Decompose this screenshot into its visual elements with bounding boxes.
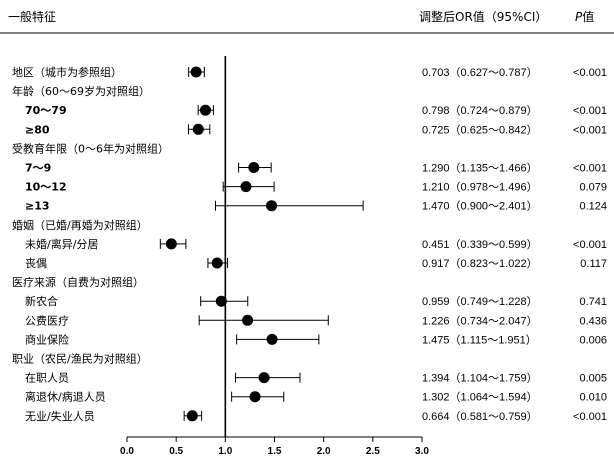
group-header-row: 职业（农民/渔民为对照组）: [12, 352, 148, 366]
x-tick-label: 1.5: [268, 446, 282, 457]
or-ci-value: 0.451（0.339～0.599）: [422, 238, 538, 251]
forest-row: 地区（城市为参照组） 0.703（0.627～0.787） <0.001: [12, 65, 607, 79]
p-value: 0.005: [579, 373, 607, 385]
row-label: 商业保险: [25, 332, 69, 346]
or-ci-value: 1.470（0.900～2.401）: [422, 200, 538, 213]
group-header-row: 年龄（60～69岁为对照组）: [12, 84, 150, 98]
or-point: [199, 104, 211, 116]
forest-row: 7～9 1.290（1.135～1.466） <0.001: [25, 162, 607, 175]
p-value: 0.006: [579, 334, 607, 346]
row-label: 地区（城市为参照组）: [12, 65, 122, 79]
forest-row: 丧偶 0.917（0.823～1.022） 0.117: [25, 257, 607, 270]
or-ci-value: 0.798（0.724～0.879）: [422, 104, 538, 117]
or-ci-value: 1.290（1.135～1.466）: [422, 162, 538, 175]
group-header-label: 受教育年限（0～6年为对照组）: [12, 141, 169, 155]
or-point: [215, 295, 227, 307]
row-label: 离退休/病退人员: [25, 390, 106, 404]
or-point: [190, 66, 202, 78]
or-ci-value: 1.302（1.064～1.594）: [422, 391, 538, 404]
header-or-ci: 调整后OR值（95%CI）: [419, 9, 547, 24]
forest-rows: 地区（城市为参照组） 0.703（0.627～0.787） <0.001 年龄（60～…: [12, 65, 607, 423]
or-ci-value: 0.725（0.625～0.842）: [422, 123, 538, 136]
or-point: [211, 257, 223, 269]
forest-row: ≥80 0.725（0.625～0.842） <0.001: [25, 123, 607, 136]
forest-row: 无业/失业人员 0.664（0.581～0.759） <0.001: [25, 410, 607, 423]
group-header-row: 受教育年限（0～6年为对照组）: [12, 141, 169, 155]
row-label: ≥13: [25, 200, 50, 213]
forest-row: 未婚/离异/分居 0.451（0.339～0.599） <0.001: [25, 237, 607, 251]
group-header-label: 婚姻（已婚/再婚为对照组）: [12, 218, 148, 232]
row-label: 未婚/离异/分居: [25, 237, 98, 251]
x-tick-label: 0.0: [120, 446, 134, 457]
forest-row: 商业保险 1.475（1.115～1.951） 0.006: [25, 332, 607, 346]
p-value: 0.010: [579, 392, 607, 404]
p-value: <0.001: [573, 411, 607, 423]
or-point: [258, 372, 270, 384]
or-point: [192, 123, 204, 135]
row-label: 10～12: [25, 181, 67, 194]
x-axis-ticks: 0.0 0.5 1.0 1.5 2.0 2.5 3.0: [120, 437, 429, 457]
or-point: [242, 314, 254, 326]
group-header-row: 婚姻（已婚/再婚为对照组）: [12, 218, 148, 232]
group-header-label: 年龄（60～69岁为对照组）: [12, 84, 150, 98]
group-header-row: 医疗来源（自费为对照组）: [12, 275, 144, 289]
row-label: 公费医疗: [25, 313, 69, 327]
row-label: 新农合: [25, 294, 58, 308]
p-value: 0.079: [579, 182, 607, 194]
forest-row: 新农合 0.959（0.749～1.228） 0.741: [25, 294, 607, 308]
or-point: [249, 391, 261, 403]
p-value: <0.001: [573, 239, 607, 251]
p-value: 0.741: [579, 296, 607, 308]
header-characteristic: 一般特征: [8, 9, 56, 24]
forest-row: ≥13 1.470（0.900～2.401） 0.124: [25, 200, 607, 213]
row-label: 无业/失业人员: [25, 410, 95, 423]
row-label: ≥80: [25, 123, 50, 136]
or-ci-value: 1.226（0.734～2.047）: [422, 314, 538, 327]
x-tick-label: 1.0: [218, 446, 232, 457]
forest-row: 公费医疗 1.226（0.734～2.047） 0.436: [25, 313, 607, 327]
group-header-label: 职业（农民/渔民为对照组）: [12, 352, 148, 366]
or-ci-value: 1.210（0.978～1.496）: [422, 181, 538, 194]
row-label: 在职人员: [25, 372, 69, 385]
header-p-value: P值: [575, 9, 594, 24]
forest-row: 离退休/病退人员 1.302（1.064～1.594） 0.010: [25, 390, 607, 404]
x-tick-label: 0.5: [169, 446, 183, 457]
or-ci-value: 1.394（1.104～1.759）: [422, 372, 538, 385]
forest-row: 70～79 0.798（0.724～0.879） <0.001: [25, 104, 607, 117]
p-value: <0.001: [573, 105, 607, 117]
x-tick-label: 3.0: [415, 446, 429, 457]
row-label: 丧偶: [25, 257, 47, 270]
p-value: 0.436: [579, 315, 607, 327]
row-label: 70～79: [25, 104, 67, 117]
p-value: <0.001: [573, 67, 607, 79]
or-ci-value: 0.703（0.627～0.787）: [422, 66, 538, 79]
header-p-suffix: 值: [582, 9, 594, 24]
or-ci-value: 1.475（1.115～1.951）: [422, 333, 537, 346]
or-ci-value: 0.959（0.749～1.228）: [422, 295, 538, 308]
p-value: 0.117: [580, 258, 607, 270]
row-label: 7～9: [25, 162, 51, 175]
or-point: [240, 181, 252, 193]
or-point: [248, 162, 260, 173]
p-value: 0.124: [579, 201, 607, 213]
or-point: [165, 238, 177, 250]
or-point: [266, 333, 278, 345]
p-value: <0.001: [573, 163, 607, 175]
or-ci-value: 0.917（0.823～1.022）: [422, 257, 538, 270]
forest-row: 10～12 1.210（0.978～1.496） 0.079: [25, 181, 607, 194]
group-header-label: 医疗来源（自费为对照组）: [12, 275, 144, 289]
header-p-italic: P: [575, 10, 583, 24]
forest-row: 在职人员 1.394（1.104～1.759） 0.005: [25, 372, 607, 385]
x-tick-label: 2.5: [366, 446, 380, 457]
or-ci-value: 0.664（0.581～0.759）: [422, 410, 538, 423]
x-tick-label: 2.0: [317, 446, 331, 457]
or-point: [266, 200, 278, 212]
or-point: [186, 410, 198, 422]
p-value: <0.001: [573, 124, 607, 136]
